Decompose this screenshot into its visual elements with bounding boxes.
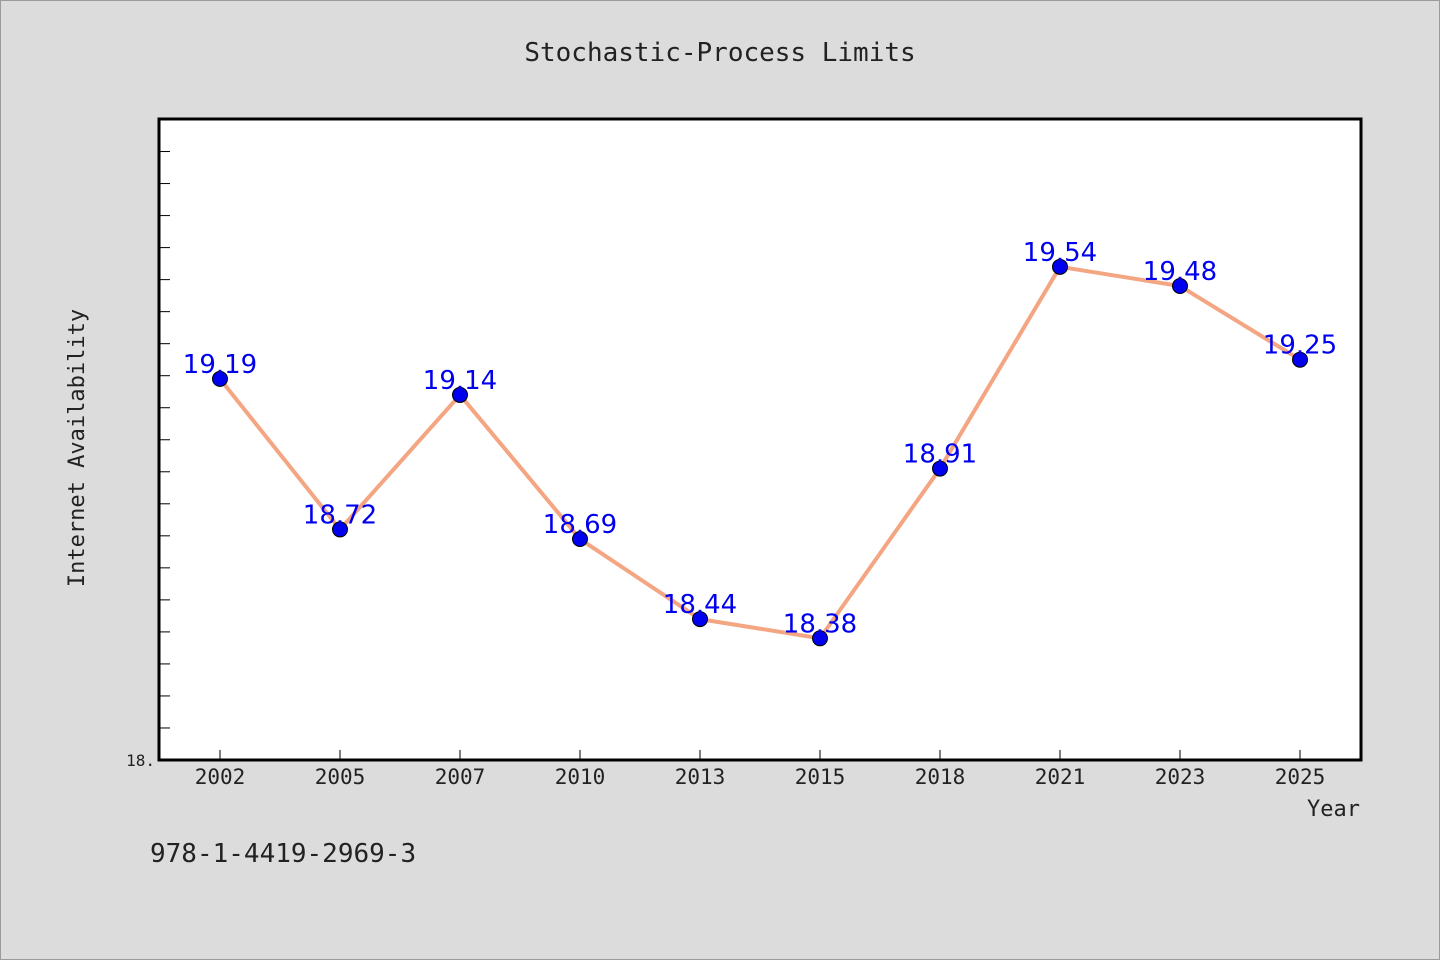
x-tick-label: 2005 bbox=[315, 765, 366, 789]
footnote-isbn: 978-1-4419-2969-3 bbox=[150, 839, 416, 869]
data-label: 19.19 bbox=[183, 350, 257, 380]
data-label: 18.72 bbox=[303, 500, 377, 530]
data-label: 18.69 bbox=[543, 510, 617, 540]
x-tick-label: 2010 bbox=[555, 765, 606, 789]
data-label: 19.14 bbox=[423, 366, 497, 396]
x-tick-label: 2025 bbox=[1275, 765, 1326, 789]
data-point bbox=[1052, 258, 1068, 275]
x-tick-label: 2007 bbox=[435, 765, 486, 789]
x-tick-label: 2018 bbox=[915, 765, 966, 789]
data-label: 18.38 bbox=[783, 609, 857, 639]
data-point bbox=[1172, 278, 1188, 295]
data-point bbox=[572, 531, 588, 548]
x-tick-label: 2002 bbox=[195, 765, 246, 789]
x-tick-label: 2021 bbox=[1035, 765, 1086, 789]
data-point bbox=[452, 386, 468, 403]
series-line bbox=[218, 264, 1302, 641]
data-point bbox=[932, 460, 948, 477]
data-point bbox=[1292, 351, 1308, 368]
data-label: 19.25 bbox=[1263, 331, 1337, 361]
data-labels: 19.19 18.72 19.14 18.69 18.44 18.38 18.91 19.54… bbox=[183, 238, 1337, 639]
x-axis-ticks bbox=[219, 750, 1301, 760]
data-point bbox=[812, 630, 828, 647]
x-tick-label: 2023 bbox=[1155, 765, 1206, 789]
x-axis-tick-labels: 2002 2005 2007 2010 2013 2015 2018 2021 2023 2025 bbox=[195, 765, 1326, 789]
y-tick-label: 18. bbox=[126, 751, 155, 770]
x-axis-label: Year bbox=[1307, 797, 1360, 822]
y-axis-ticks bbox=[160, 151, 170, 761]
y-axis-label: Internet Availability bbox=[65, 309, 90, 587]
series-markers bbox=[212, 258, 1308, 647]
data-label: 18.44 bbox=[663, 590, 737, 620]
chart-title: Stochastic-Process Limits bbox=[524, 38, 915, 68]
data-point bbox=[692, 611, 708, 628]
data-point bbox=[332, 521, 348, 538]
data-point bbox=[212, 370, 228, 387]
x-tick-label: 2013 bbox=[675, 765, 726, 789]
x-tick-label: 2015 bbox=[795, 765, 846, 789]
data-label: 18.91 bbox=[903, 440, 977, 470]
plot-area bbox=[157, 117, 1363, 762]
data-label: 19.48 bbox=[1143, 257, 1217, 287]
data-label: 19.54 bbox=[1023, 238, 1097, 268]
